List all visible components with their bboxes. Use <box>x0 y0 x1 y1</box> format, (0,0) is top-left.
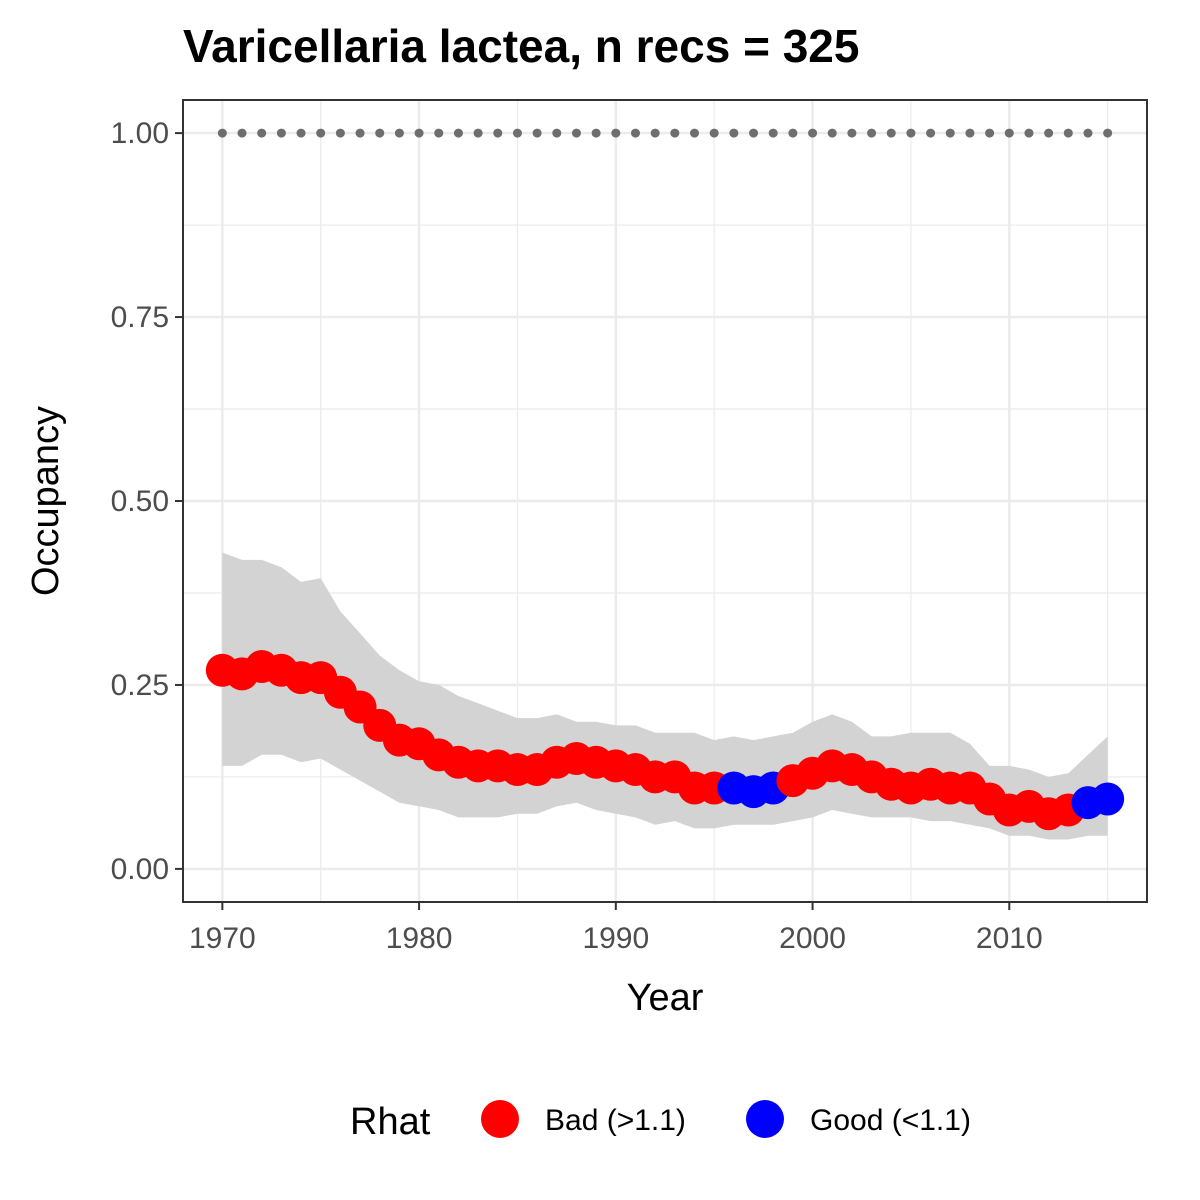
x-tick-label: 1980 <box>386 922 453 955</box>
x-tick-label: 2000 <box>779 922 846 955</box>
reference-dot <box>355 128 365 138</box>
reference-dot <box>670 128 680 138</box>
reference-dot <box>1024 128 1034 138</box>
reference-dot <box>729 128 739 138</box>
reference-dot <box>552 128 562 138</box>
reference-dot <box>827 128 837 138</box>
x-axis-label: Year <box>627 977 704 1019</box>
reference-dot <box>512 128 522 138</box>
legend-label-bad: Bad (>1.1) <box>545 1104 686 1137</box>
reference-dot <box>591 128 601 138</box>
reference-line-layer <box>217 128 1113 138</box>
legend-label-good: Good (<1.1) <box>810 1104 971 1137</box>
reference-dot <box>985 128 995 138</box>
reference-dot <box>571 128 581 138</box>
reference-dot <box>886 128 896 138</box>
reference-dot <box>808 128 818 138</box>
reference-dot <box>375 128 385 138</box>
reference-dot <box>788 128 798 138</box>
reference-dot <box>434 128 444 138</box>
reference-dot <box>296 128 306 138</box>
reference-dot <box>650 128 660 138</box>
y-tick-label: 0.25 <box>111 669 169 702</box>
reference-dot <box>394 128 404 138</box>
points-layer <box>205 650 1125 831</box>
data-point-2015 <box>1091 782 1125 816</box>
reference-dot <box>906 128 916 138</box>
reference-dot <box>237 128 247 138</box>
reference-dot <box>453 128 463 138</box>
y-axis-label: Occupancy <box>25 406 67 596</box>
reference-dot <box>257 128 267 138</box>
x-tick-label: 2010 <box>976 922 1043 955</box>
reference-dot <box>316 128 326 138</box>
reference-dot <box>414 128 424 138</box>
reference-dot <box>867 128 877 138</box>
reference-dot <box>532 128 542 138</box>
reference-dot <box>690 128 700 138</box>
reference-dot <box>1044 128 1054 138</box>
legend-title: Rhat <box>350 1101 431 1143</box>
reference-dot <box>945 128 955 138</box>
y-tick-label: 1.00 <box>111 117 169 150</box>
y-tick-label: 0.75 <box>111 301 169 334</box>
reference-dot <box>847 128 857 138</box>
reference-dot <box>1063 128 1073 138</box>
reference-dot <box>473 128 483 138</box>
legend-swatch-good <box>746 1100 784 1138</box>
y-tick-label: 0.00 <box>111 853 169 886</box>
reference-dot <box>926 128 936 138</box>
y-axis: 0.00 0.25 0.50 0.75 1.00 <box>111 117 183 886</box>
reference-dot <box>1083 128 1093 138</box>
reference-dot <box>709 128 719 138</box>
reference-dot <box>276 128 286 138</box>
reference-dot <box>749 128 759 138</box>
reference-dot <box>1103 128 1113 138</box>
reference-dot <box>335 128 345 138</box>
legend: Rhat Bad (>1.1) Good (<1.1) <box>350 1100 971 1143</box>
y-tick-label: 0.50 <box>111 485 169 518</box>
reference-dot <box>493 128 503 138</box>
reference-dot <box>768 128 778 138</box>
reference-dot <box>630 128 640 138</box>
reference-dot <box>611 128 621 138</box>
chart-title: Varicellaria lactea, n recs = 325 <box>183 20 859 72</box>
x-tick-label: 1970 <box>189 922 256 955</box>
legend-swatch-bad <box>481 1100 519 1138</box>
reference-dot <box>217 128 227 138</box>
x-axis: 1970 1980 1990 2000 2010 <box>189 902 1043 955</box>
reference-dot <box>965 128 975 138</box>
reference-dot <box>1004 128 1014 138</box>
x-tick-label: 1990 <box>582 922 649 955</box>
